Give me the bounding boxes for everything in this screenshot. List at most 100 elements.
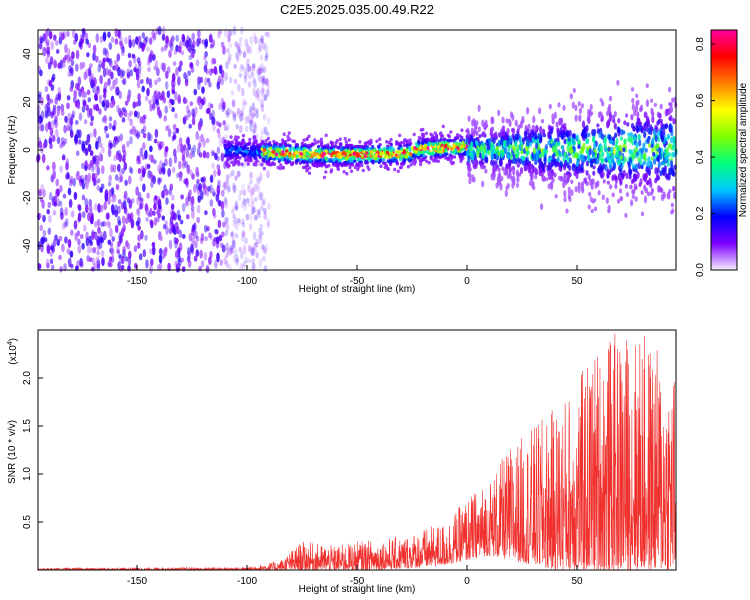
- heatmap-cell: [285, 155, 289, 159]
- heatmap-cell: [247, 185, 251, 193]
- heatmap-cell: [506, 127, 510, 135]
- heatmap-cell: [441, 124, 445, 129]
- heatmap-cell: [271, 145, 275, 150]
- heatmap-cell: [126, 68, 130, 77]
- heatmap-cell: [66, 54, 71, 64]
- heatmap-cell: [116, 53, 121, 62]
- heatmap-cell: [109, 86, 114, 91]
- heatmap-cell: [320, 141, 324, 145]
- heatmap-cell: [115, 183, 120, 191]
- heatmap-cell: [49, 56, 54, 65]
- heatmap-cell: [67, 187, 72, 196]
- heatmap-cell: [38, 188, 42, 197]
- heatmap-cell: [632, 127, 636, 132]
- heatmap-cell: [107, 181, 112, 187]
- heatmap-cell: [481, 161, 485, 166]
- heatmap-cell: [378, 137, 382, 141]
- heatmap-cell: [299, 157, 303, 162]
- heatmap-cell: [244, 38, 248, 47]
- heatmap-cell: [218, 200, 222, 207]
- heatmap-cell: [220, 97, 225, 107]
- heatmap-cell: [393, 167, 397, 172]
- heatmap-cell: [56, 238, 60, 247]
- heatmap-cell: [54, 96, 58, 105]
- heatmap-cell: [193, 184, 197, 193]
- heatmap-cell: [258, 258, 263, 268]
- heatmap-cell: [328, 149, 332, 154]
- heatmap-cell: [278, 158, 282, 162]
- heatmap-cell: [534, 160, 538, 166]
- heatmap-cell: [608, 103, 612, 111]
- heatmap-cell: [99, 35, 104, 44]
- heatmap-cell: [261, 157, 266, 161]
- heatmap-cell: [135, 186, 139, 196]
- heatmap-cell: [114, 27, 118, 38]
- heatmap-cell: [557, 102, 561, 108]
- heatmap-cell: [82, 145, 86, 154]
- heatmap-cell: [234, 204, 239, 210]
- heatmap-cell: [165, 35, 169, 44]
- heatmap-cell: [49, 251, 53, 257]
- heatmap-cell: [254, 214, 258, 222]
- heatmap-cell: [225, 223, 230, 229]
- heatmap-cell: [224, 144, 228, 149]
- heatmap-cell: [638, 139, 642, 147]
- heatmap-cell: [197, 142, 202, 149]
- heatmap-cell: [556, 162, 561, 168]
- heatmap-cell: [247, 63, 251, 73]
- heatmap-cell: [563, 138, 567, 145]
- heatmap-cell: [198, 265, 202, 272]
- heatmap-cell: [148, 37, 153, 45]
- heatmap-cell: [491, 119, 495, 125]
- heatmap-cell: [249, 171, 253, 180]
- heatmap-cell: [640, 211, 645, 217]
- heatmap-cell: [592, 170, 596, 176]
- heatmap-cell: [438, 141, 442, 146]
- heatmap-cell: [253, 123, 257, 134]
- heatmap-cell: [303, 165, 307, 170]
- heatmap-cell: [382, 147, 386, 151]
- heatmap-cell: [448, 153, 452, 158]
- heatmap-cell: [211, 116, 215, 125]
- heatmap-cell: [110, 246, 115, 257]
- heatmap-cell: [563, 126, 567, 132]
- heatmap-cell: [87, 97, 92, 103]
- heatmap-cell: [497, 109, 501, 117]
- heatmap-cell: [163, 115, 167, 122]
- heatmap-cell: [242, 244, 247, 255]
- heatmap-cell: [114, 59, 118, 65]
- heatmap-cell: [224, 198, 228, 209]
- heatmap-cell: [64, 115, 68, 123]
- heatmap-cell: [55, 49, 60, 54]
- heatmap-cell: [70, 114, 75, 120]
- heatmap-cell: [226, 153, 230, 157]
- heatmap-cell: [151, 245, 156, 256]
- heatmap-cell: [264, 43, 268, 54]
- heatmap-cell: [574, 114, 578, 122]
- heatmap-cell: [324, 133, 328, 138]
- heatmap-cell: [136, 196, 140, 206]
- heatmap-cell: [163, 151, 168, 158]
- heatmap-cell: [241, 97, 246, 104]
- heatmap-cell: [146, 163, 151, 170]
- heatmap-cell: [137, 93, 141, 102]
- heatmap-cell: [511, 133, 515, 139]
- heatmap-cell: [455, 133, 459, 137]
- heatmap-cell: [198, 183, 202, 192]
- heatmap-cell: [528, 133, 532, 138]
- spectrogram-y-tick-label: 0: [22, 147, 33, 153]
- heatmap-cell: [241, 139, 245, 143]
- heatmap-cell: [95, 256, 100, 266]
- heatmap-cell: [455, 142, 459, 147]
- heatmap-cell: [124, 100, 129, 106]
- heatmap-cell: [635, 151, 639, 157]
- heatmap-cell: [551, 113, 555, 121]
- spectrogram-y-tick-label: -40: [22, 238, 33, 253]
- heatmap-cell: [645, 99, 650, 108]
- heatmap-cell: [184, 78, 189, 87]
- spectrogram-x-axis-label: Height of straight line (km): [299, 284, 416, 295]
- heatmap-cell: [239, 113, 243, 122]
- heatmap-cell: [85, 237, 90, 247]
- heatmap-cell: [256, 208, 261, 216]
- heatmap-cell: [635, 163, 639, 170]
